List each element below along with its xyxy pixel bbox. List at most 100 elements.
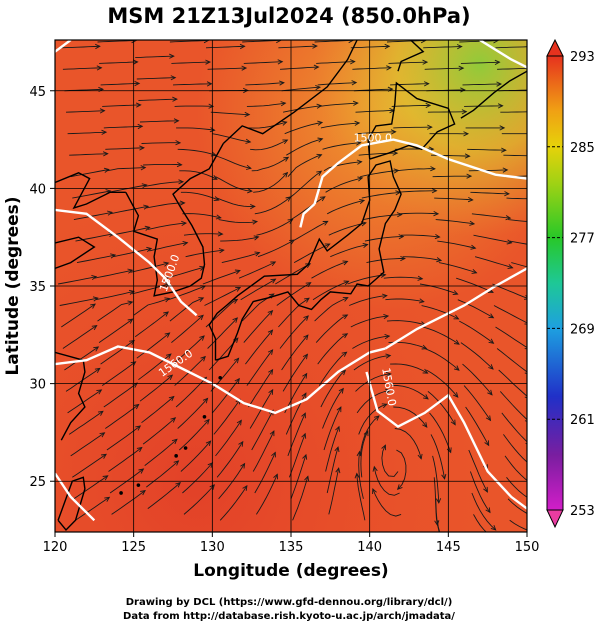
streamline: [426, 369, 459, 398]
streamline-arrow: [167, 374, 174, 380]
streamline-arrow: [533, 500, 538, 504]
streamline: [462, 83, 502, 86]
streamline: [456, 277, 494, 293]
streamline-arrow: [390, 129, 397, 135]
streamline-arrow: [268, 388, 274, 395]
streamline-arrow: [302, 353, 309, 360]
streamline-arrow: [340, 369, 347, 376]
y-axis-label: Latitude (degrees): [3, 196, 23, 375]
colorbar-bottom-arrow: [546, 509, 564, 529]
streamline: [290, 196, 326, 220]
streamline: [492, 283, 527, 299]
streamline: [386, 40, 426, 43]
streamline: [507, 498, 527, 514]
streamline-arrow: [206, 81, 213, 87]
streamline-arrow: [506, 239, 513, 245]
streamline-arrow: [453, 365, 460, 371]
streamline: [99, 61, 138, 64]
streamline-arrow: [96, 65, 103, 71]
streamline-arrow: [496, 81, 503, 87]
streamline-arrow: [362, 242, 369, 248]
streamline: [328, 468, 340, 515]
island: [119, 491, 123, 495]
streamline-arrow: [168, 395, 175, 402]
streamline: [317, 333, 348, 365]
streamline: [423, 326, 460, 345]
streamline: [473, 514, 487, 532]
streamline: [495, 326, 527, 348]
streamline: [207, 67, 247, 70]
island: [183, 446, 188, 450]
streamline-arrow: [335, 467, 341, 474]
streamline-arrow: [280, 101, 287, 107]
streamline: [180, 440, 211, 472]
streamline: [401, 234, 440, 238]
streamline-arrow: [91, 325, 98, 331]
streamline: [169, 297, 204, 322]
streamline-arrow: [245, 138, 252, 144]
streamline: [501, 412, 527, 443]
streamline: [496, 348, 527, 373]
streamline-arrow: [488, 364, 494, 370]
streamline-arrow: [336, 406, 342, 413]
colorbar-ticks: 253 261 269 277 285 293: [547, 50, 595, 519]
streamline: [58, 276, 97, 285]
streamline-arrow: [452, 290, 459, 296]
streamline: [468, 449, 488, 493]
streamline: [499, 391, 527, 421]
colorbar-top-arrow: [546, 38, 564, 57]
streamline-arrow: [317, 137, 324, 143]
streamline-arrow: [436, 498, 442, 504]
streamline: [394, 428, 422, 459]
streamline: [288, 433, 306, 478]
streamline-arrow: [433, 211, 440, 217]
colorbar-tick-label: 293: [570, 50, 595, 65]
streamline: [251, 410, 274, 451]
streamline-arrow: [267, 309, 274, 316]
streamline-arrow: [385, 388, 392, 394]
streamline-arrow: [352, 100, 359, 106]
x-tick-label: 145: [436, 540, 461, 555]
streamline-arrow: [242, 485, 248, 491]
streamline: [323, 406, 342, 451]
streamline-arrow: [103, 167, 110, 173]
streamline: [497, 67, 527, 70]
streamline-arrow: [97, 410, 104, 416]
streamline-arrow: [164, 297, 171, 303]
streamline: [70, 432, 105, 457]
streamline-arrow: [282, 139, 289, 145]
streamline: [372, 488, 402, 517]
streamline: [361, 191, 401, 199]
streamline: [134, 35, 173, 37]
streamline: [360, 430, 369, 478]
streamline: [133, 298, 170, 316]
streamline-arrow: [202, 397, 209, 404]
streamline: [211, 378, 240, 414]
streamline: [421, 305, 459, 320]
streamline-arrow: [301, 432, 307, 439]
streamline: [438, 262, 477, 274]
streamline: [136, 77, 176, 80]
streamline: [105, 404, 139, 429]
streamline: [278, 297, 310, 328]
height-contour: [55, 208, 198, 317]
streamline-arrow: [136, 446, 143, 453]
streamline-arrow: [304, 297, 310, 303]
streamline-arrow: [135, 102, 142, 108]
streamline-arrow: [421, 344, 428, 350]
streamline: [218, 463, 245, 500]
streamline-arrow: [524, 319, 527, 325]
streamline-arrow: [372, 488, 377, 495]
streamline-arrow: [499, 125, 506, 131]
streamline-arrow: [537, 154, 542, 158]
streamline-arrow: [209, 127, 216, 133]
streamline: [353, 355, 391, 371]
streamline-arrow: [497, 103, 504, 109]
streamline-arrow: [271, 451, 276, 458]
streamline: [169, 40, 209, 43]
streamline-arrow: [209, 484, 215, 490]
streamline-arrow: [385, 371, 392, 377]
colorbar-tick-label: 253: [570, 504, 595, 519]
streamline: [177, 148, 217, 156]
streamline: [511, 262, 527, 268]
